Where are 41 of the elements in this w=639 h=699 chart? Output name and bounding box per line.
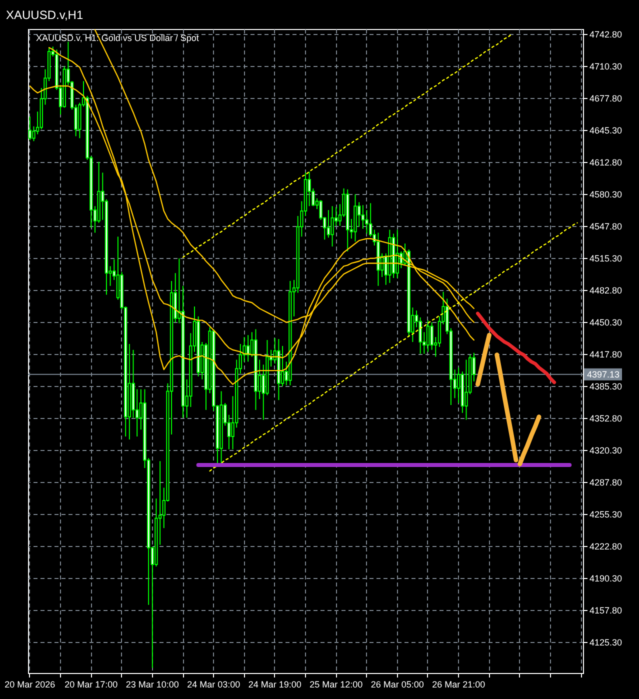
x-tick-label: 23 Mar 10:00 xyxy=(126,680,179,690)
y-tick-label: 4450.30 xyxy=(590,318,622,328)
y-tick-label: 4515.30 xyxy=(590,254,622,264)
x-tick-label: 24 Mar 19:00 xyxy=(248,680,302,690)
y-tick-label: 4580.30 xyxy=(590,190,622,200)
candlestick xyxy=(464,359,468,420)
x-tick-label: 26 Mar 05:00 xyxy=(370,680,424,690)
line-series xyxy=(209,222,578,472)
candlestick xyxy=(361,204,365,230)
line-series xyxy=(182,33,513,258)
y-tick-label: 4742.80 xyxy=(590,30,622,40)
x-tick-label: 24 Mar 03:00 xyxy=(187,680,240,690)
candlestick xyxy=(280,345,284,387)
y-tick-label: 4612.80 xyxy=(590,158,622,168)
y-tick-label: 4157.80 xyxy=(590,605,622,616)
candlestick xyxy=(326,210,330,238)
y-tick-label: 4385.30 xyxy=(590,382,622,392)
y-tick-label: 4125.30 xyxy=(590,637,622,648)
candlestick xyxy=(457,367,460,404)
candlestick xyxy=(330,206,334,247)
y-tick-label: 4255.30 xyxy=(590,509,622,520)
ref-line-label: 4397.13 xyxy=(587,369,620,380)
y-tick-label: 4645.30 xyxy=(590,126,622,136)
x-tick-label: 26 Mar 21:00 xyxy=(432,680,486,690)
line-series xyxy=(476,312,556,384)
y-tick-label: 4417.80 xyxy=(590,350,622,360)
y-tick-label: 4547.80 xyxy=(590,222,622,232)
y-tick-label: 4222.80 xyxy=(590,541,622,552)
x-tick-label: 25 Mar 12:00 xyxy=(310,680,363,690)
y-tick-label: 4677.80 xyxy=(590,94,622,104)
y-tick-label: 4287.80 xyxy=(590,477,622,488)
candlestick xyxy=(426,320,430,352)
y-tick-label: 4320.30 xyxy=(590,445,622,456)
chart-title: XAUUSD.v,H1 xyxy=(6,8,84,22)
y-tick-label: 4710.30 xyxy=(590,62,622,72)
line-series xyxy=(475,332,492,387)
x-tick-label: 20 Mar 2026 xyxy=(4,680,56,690)
x-tick-label: 20 Mar 17:00 xyxy=(64,680,118,690)
y-tick-label: 4352.80 xyxy=(590,414,622,424)
y-tick-label: 4190.30 xyxy=(590,573,622,584)
y-tick-label: 4482.80 xyxy=(590,286,622,296)
